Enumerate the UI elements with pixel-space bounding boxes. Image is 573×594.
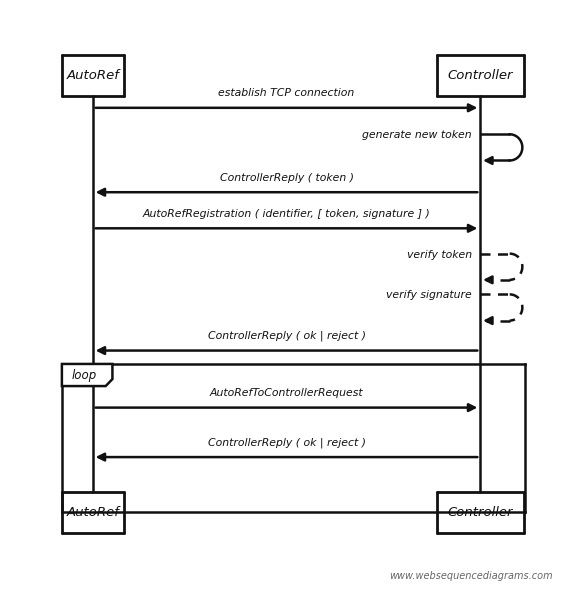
Text: ControllerReply ( token ): ControllerReply ( token ) [219, 173, 354, 183]
Text: Controller: Controller [448, 69, 513, 83]
Text: ControllerReply ( ok | reject ): ControllerReply ( ok | reject ) [207, 437, 366, 448]
Text: AutoRefToControllerRequest: AutoRefToControllerRequest [210, 388, 363, 399]
Text: verify token: verify token [407, 249, 472, 260]
Text: Controller: Controller [448, 506, 513, 519]
Text: generate new token: generate new token [362, 131, 472, 140]
Text: verify signature: verify signature [386, 290, 472, 301]
Text: AutoRefRegistration ( identifier, [ token, signature ] ): AutoRefRegistration ( identifier, [ toke… [143, 209, 430, 219]
Text: AutoRef: AutoRef [66, 506, 119, 519]
Text: www.websequencediagrams.com: www.websequencediagrams.com [390, 571, 554, 581]
Text: loop: loop [72, 368, 97, 381]
Text: ControllerReply ( ok | reject ): ControllerReply ( ok | reject ) [207, 331, 366, 341]
Text: establish TCP connection: establish TCP connection [218, 89, 355, 99]
Polygon shape [62, 364, 112, 386]
Text: AutoRef: AutoRef [66, 69, 119, 83]
